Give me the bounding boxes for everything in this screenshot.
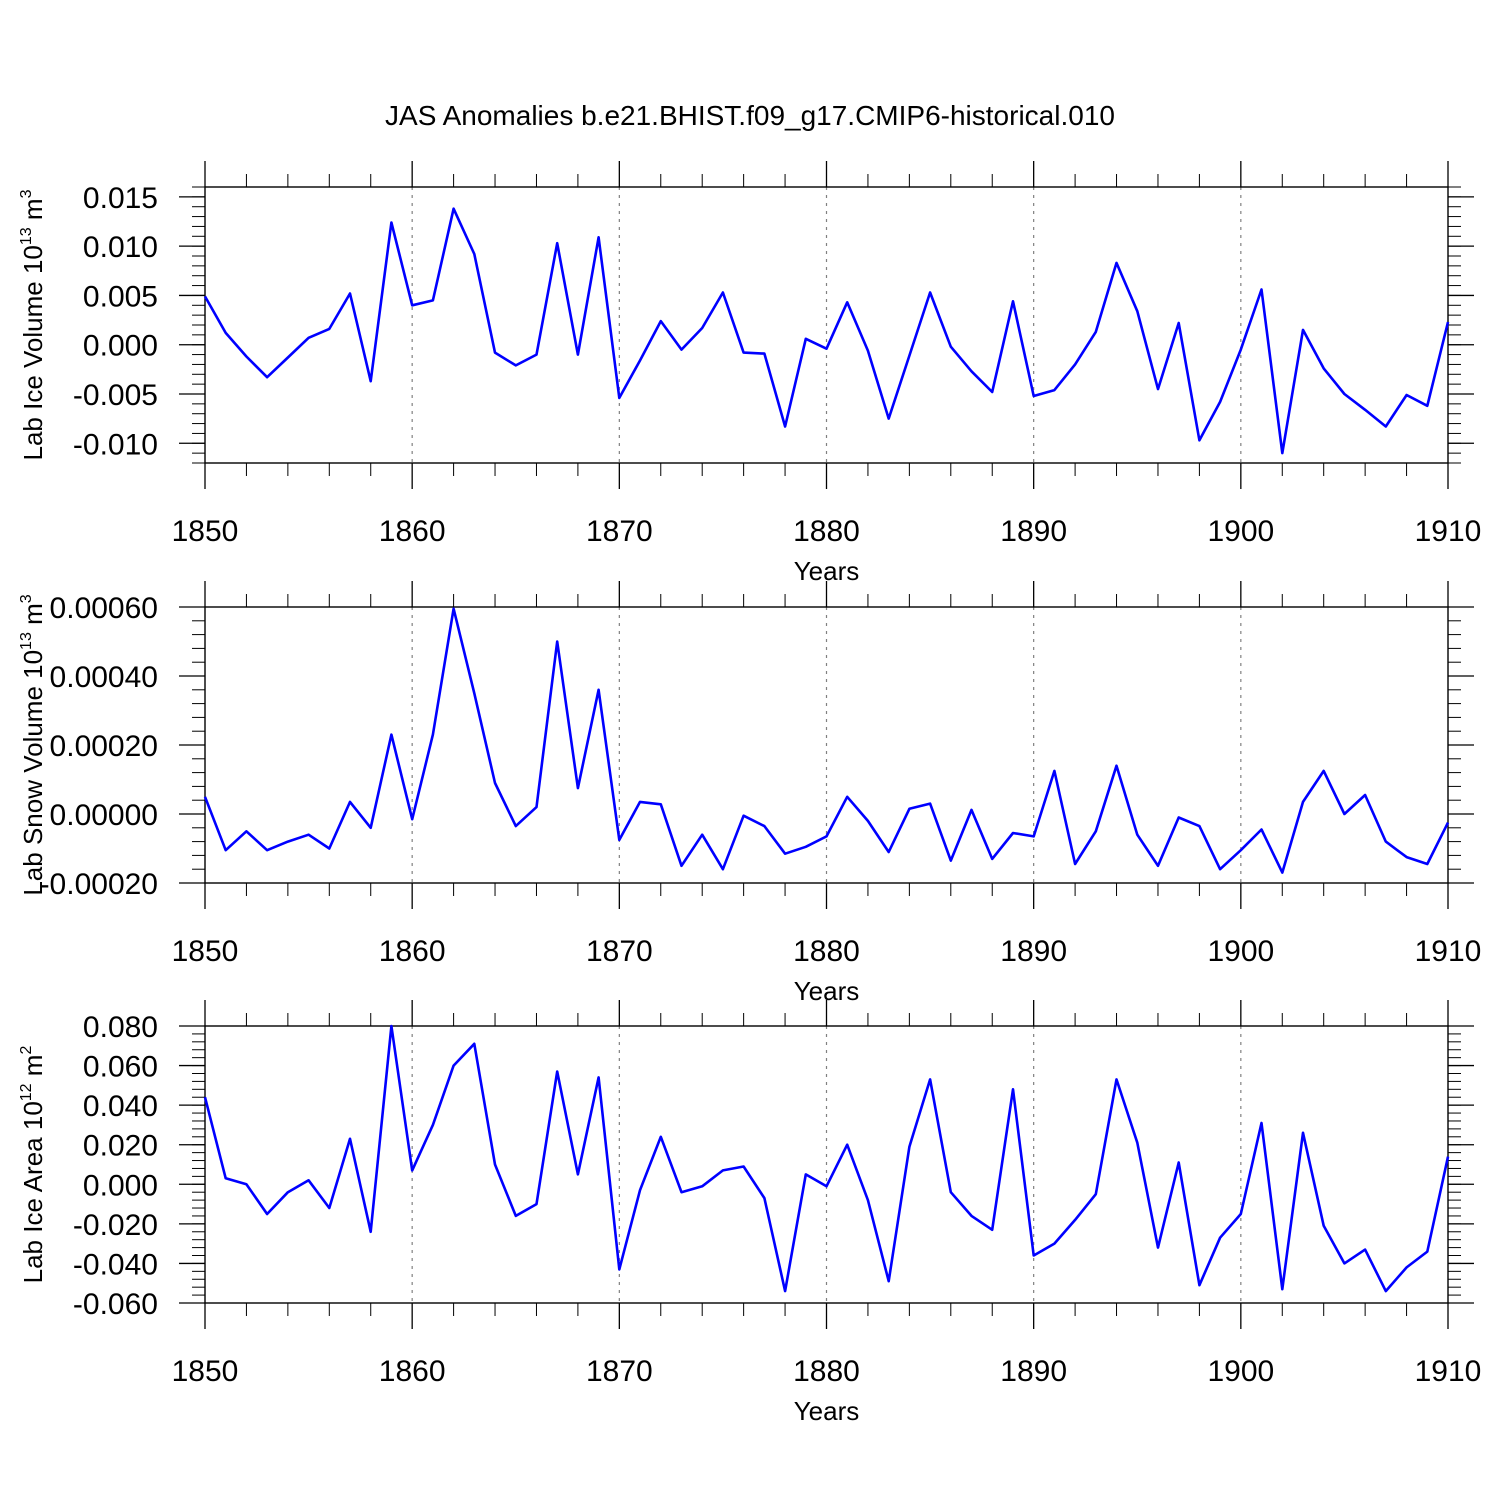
series-line xyxy=(203,1024,1450,1293)
x-tick-label: 1890 xyxy=(1000,515,1067,548)
series-line xyxy=(203,207,1450,455)
x-tick-label: 1860 xyxy=(379,935,446,968)
x-tick-label: 1870 xyxy=(586,935,653,968)
panel-lab-ice-volume: 1850 1860 1870 1880 1890 1900 1910Years-0.010-… xyxy=(18,161,1481,586)
x-tick-label: 1880 xyxy=(793,935,860,968)
x-tick-label: 1910 xyxy=(1415,515,1482,548)
y-tick-label: 0.00020 xyxy=(50,730,158,763)
x-tick-label: 1880 xyxy=(793,515,860,548)
y-tick-label: -0.060 xyxy=(73,1288,158,1321)
y-tick-label: -0.00020 xyxy=(40,868,158,901)
y-tick-label: 0.00060 xyxy=(50,592,158,625)
x-tick-label: 1870 xyxy=(586,515,653,548)
x-tick-label: 1850 xyxy=(172,935,239,968)
x-tick-label: 1850 xyxy=(172,1355,239,1388)
x-tick-label: 1850 xyxy=(172,515,239,548)
x-tick-label: 1890 xyxy=(1000,1355,1067,1388)
y-tick-label: 0.040 xyxy=(83,1090,158,1123)
y-tick-label: 0.010 xyxy=(83,231,158,264)
x-tick-label: 1890 xyxy=(1000,935,1067,968)
x-tick-label: 1880 xyxy=(793,1355,860,1388)
x-axis-title: Years xyxy=(794,1396,860,1426)
y-tick-label: -0.040 xyxy=(73,1248,158,1281)
y-tick-label: -0.010 xyxy=(73,428,158,461)
x-tick-label: 1860 xyxy=(379,515,446,548)
y-tick-label: 0.000 xyxy=(83,330,158,363)
y-tick-label: 0.005 xyxy=(83,280,158,313)
x-tick-label: 1910 xyxy=(1415,935,1482,968)
x-tick-label: 1860 xyxy=(379,1355,446,1388)
y-tick-label: 0.080 xyxy=(83,1011,158,1044)
y-tick-label: 0.020 xyxy=(83,1130,158,1163)
y-axis-title: Lab Ice Volume 1013 m3 xyxy=(18,189,48,460)
series-line xyxy=(203,607,1450,874)
x-tick-label: 1910 xyxy=(1415,1355,1482,1388)
y-tick-label: 0.00040 xyxy=(50,661,158,694)
y-tick-label: 0.015 xyxy=(83,182,158,215)
y-tick-label: -0.005 xyxy=(73,379,158,412)
x-tick-label: 1900 xyxy=(1207,1355,1274,1388)
y-tick-label: 0.000 xyxy=(83,1169,158,1202)
panel-lab-snow-volume: 1850 1860 1870 1880 1890 1900 1910Years-0.0002… xyxy=(18,581,1481,1006)
x-tick-label: 1900 xyxy=(1207,515,1274,548)
x-tick-label: 1870 xyxy=(586,1355,653,1388)
y-tick-label: 0.060 xyxy=(83,1051,158,1084)
y-axis-title: Lab Ice Area 1012 m2 xyxy=(18,1046,48,1284)
y-tick-label: -0.020 xyxy=(73,1209,158,1242)
chart-title: JAS Anomalies b.e21.BHIST.f09_g17.CMIP6-… xyxy=(385,100,1115,131)
y-tick-label: 0.00000 xyxy=(50,799,158,832)
panel-lab-ice-area: 1850 1860 1870 1880 1890 1900 1910 Years -0.060 -… xyxy=(18,1000,1481,1426)
x-tick-label: 1900 xyxy=(1207,935,1274,968)
y-axis-title: Lab Snow Volume 1013 m3 xyxy=(18,594,48,895)
